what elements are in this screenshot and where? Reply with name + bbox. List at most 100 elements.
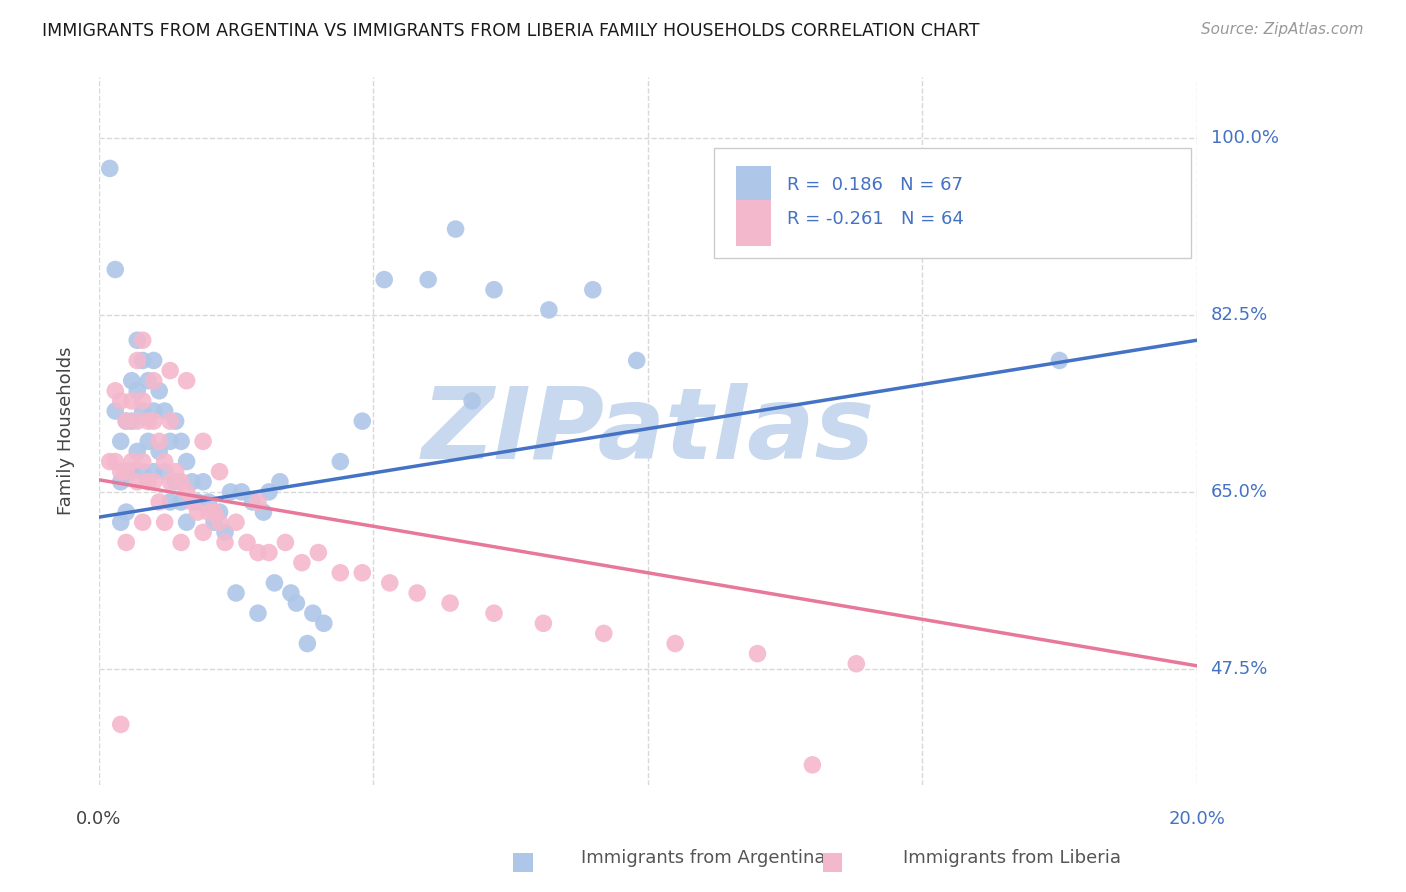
Point [159, 495, 181, 509]
Point [418, 272, 440, 286]
Point [302, 606, 325, 620]
Point [582, 283, 605, 297]
Point [329, 566, 352, 580]
Point [142, 475, 165, 489]
Point [110, 393, 132, 408]
Point [115, 414, 138, 428]
Point [208, 505, 231, 519]
Point [131, 333, 153, 347]
Point [214, 525, 236, 540]
Point [263, 575, 285, 590]
Text: Source: ZipAtlas.com: Source: ZipAtlas.com [1201, 22, 1364, 37]
Point [307, 545, 329, 559]
Point [246, 606, 269, 620]
Point [127, 384, 149, 398]
Point [165, 465, 187, 479]
Point [115, 465, 138, 479]
Point [845, 657, 868, 671]
Point [127, 475, 149, 489]
Point [110, 465, 132, 479]
Point [626, 353, 648, 368]
Point [142, 404, 165, 418]
Point [482, 606, 505, 620]
Point [153, 454, 176, 468]
FancyBboxPatch shape [735, 200, 770, 246]
Point [352, 566, 374, 580]
Point [176, 374, 198, 388]
Point [131, 465, 153, 479]
Point [257, 545, 280, 559]
Point [170, 475, 193, 489]
Point [165, 475, 187, 489]
Point [191, 475, 214, 489]
Y-axis label: Family Households: Family Households [58, 347, 75, 516]
Point [176, 515, 198, 529]
Point [297, 636, 319, 650]
Point [131, 393, 153, 408]
Text: 65.0%: 65.0% [1211, 483, 1268, 501]
Point [197, 495, 219, 509]
Point [131, 515, 153, 529]
Point [115, 414, 138, 428]
Point [153, 404, 176, 418]
Point [121, 374, 143, 388]
Point [121, 454, 143, 468]
Point [242, 495, 264, 509]
Point [148, 495, 170, 509]
Point [181, 495, 204, 509]
Point [115, 505, 138, 519]
Point [373, 272, 395, 286]
Point [115, 535, 138, 549]
Point [269, 475, 291, 489]
Point [153, 515, 176, 529]
Text: IMMIGRANTS FROM ARGENTINA VS IMMIGRANTS FROM LIBERIA FAMILY HOUSEHOLDS CORRELATI: IMMIGRANTS FROM ARGENTINA VS IMMIGRANTS … [42, 22, 980, 40]
Point [110, 515, 132, 529]
Point [246, 545, 269, 559]
Point [136, 434, 159, 449]
Point [142, 465, 165, 479]
Point [148, 384, 170, 398]
Point [104, 404, 127, 418]
Text: ZIPatlas: ZIPatlas [422, 383, 875, 480]
Text: R = -0.261   N = 64: R = -0.261 N = 64 [787, 210, 965, 228]
Point [148, 434, 170, 449]
Point [159, 475, 181, 489]
Point [121, 414, 143, 428]
Point [104, 454, 127, 468]
Point [439, 596, 461, 610]
Point [110, 475, 132, 489]
Point [98, 454, 121, 468]
Point [110, 434, 132, 449]
Point [127, 333, 149, 347]
Point [531, 616, 554, 631]
Point [170, 434, 193, 449]
Point [246, 495, 269, 509]
Point [191, 525, 214, 540]
Point [136, 475, 159, 489]
Text: 100.0%: 100.0% [1211, 129, 1278, 147]
Point [197, 505, 219, 519]
Text: Immigrants from Liberia: Immigrants from Liberia [903, 849, 1122, 867]
Point [461, 393, 484, 408]
Point [236, 535, 259, 549]
Point [136, 414, 159, 428]
Point [187, 505, 209, 519]
Point [127, 353, 149, 368]
Text: 82.5%: 82.5% [1211, 306, 1268, 324]
Point [406, 586, 429, 600]
Point [329, 454, 352, 468]
Point [142, 374, 165, 388]
Point [285, 596, 308, 610]
Point [291, 556, 314, 570]
Point [121, 465, 143, 479]
Point [280, 586, 302, 600]
FancyBboxPatch shape [714, 148, 1191, 258]
Point [127, 444, 149, 458]
Point [181, 475, 204, 489]
Point [176, 454, 198, 468]
Point [214, 535, 236, 549]
Point [482, 283, 505, 297]
Point [121, 393, 143, 408]
Text: 0.0%: 0.0% [76, 810, 121, 828]
Point [98, 161, 121, 176]
